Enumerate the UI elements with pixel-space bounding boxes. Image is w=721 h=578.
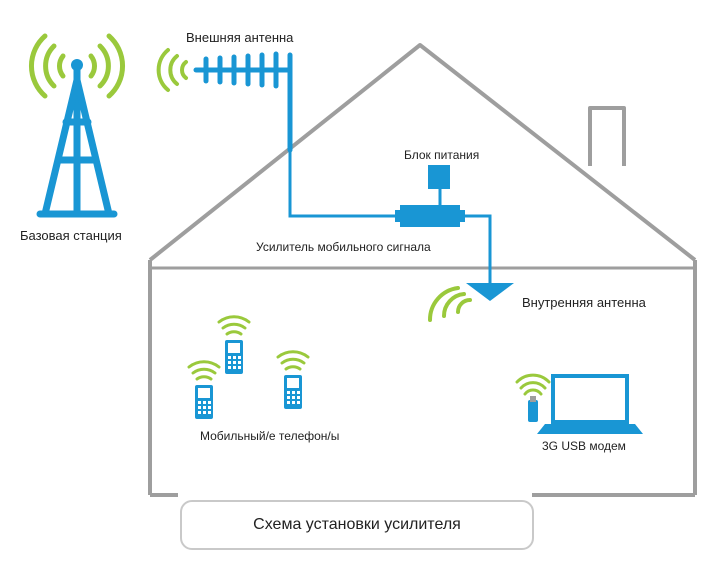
phones-group	[189, 317, 308, 419]
label-base-station: Базовая станция	[20, 228, 122, 243]
label-power-supply: Блок питания	[404, 148, 479, 162]
base-station-tower	[31, 36, 122, 214]
laptop-with-modem	[517, 375, 643, 434]
diagram-title: Схема установки усилителя	[180, 500, 534, 550]
power-supply-block	[428, 165, 450, 189]
diagram-canvas	[0, 0, 721, 578]
label-amplifier: Усилитель мобильного сигнала	[256, 240, 431, 254]
label-indoor-antenna: Внутренняя антенна	[522, 295, 646, 310]
label-phones: Мобильный/е телефон/ы	[200, 429, 339, 443]
outdoor-antenna	[159, 50, 290, 150]
indoor-antenna	[430, 283, 514, 320]
label-outdoor-antenna: Внешняя антенна	[186, 30, 293, 45]
amplifier-block	[395, 205, 465, 227]
label-usb-modem: 3G USB модем	[542, 439, 626, 453]
